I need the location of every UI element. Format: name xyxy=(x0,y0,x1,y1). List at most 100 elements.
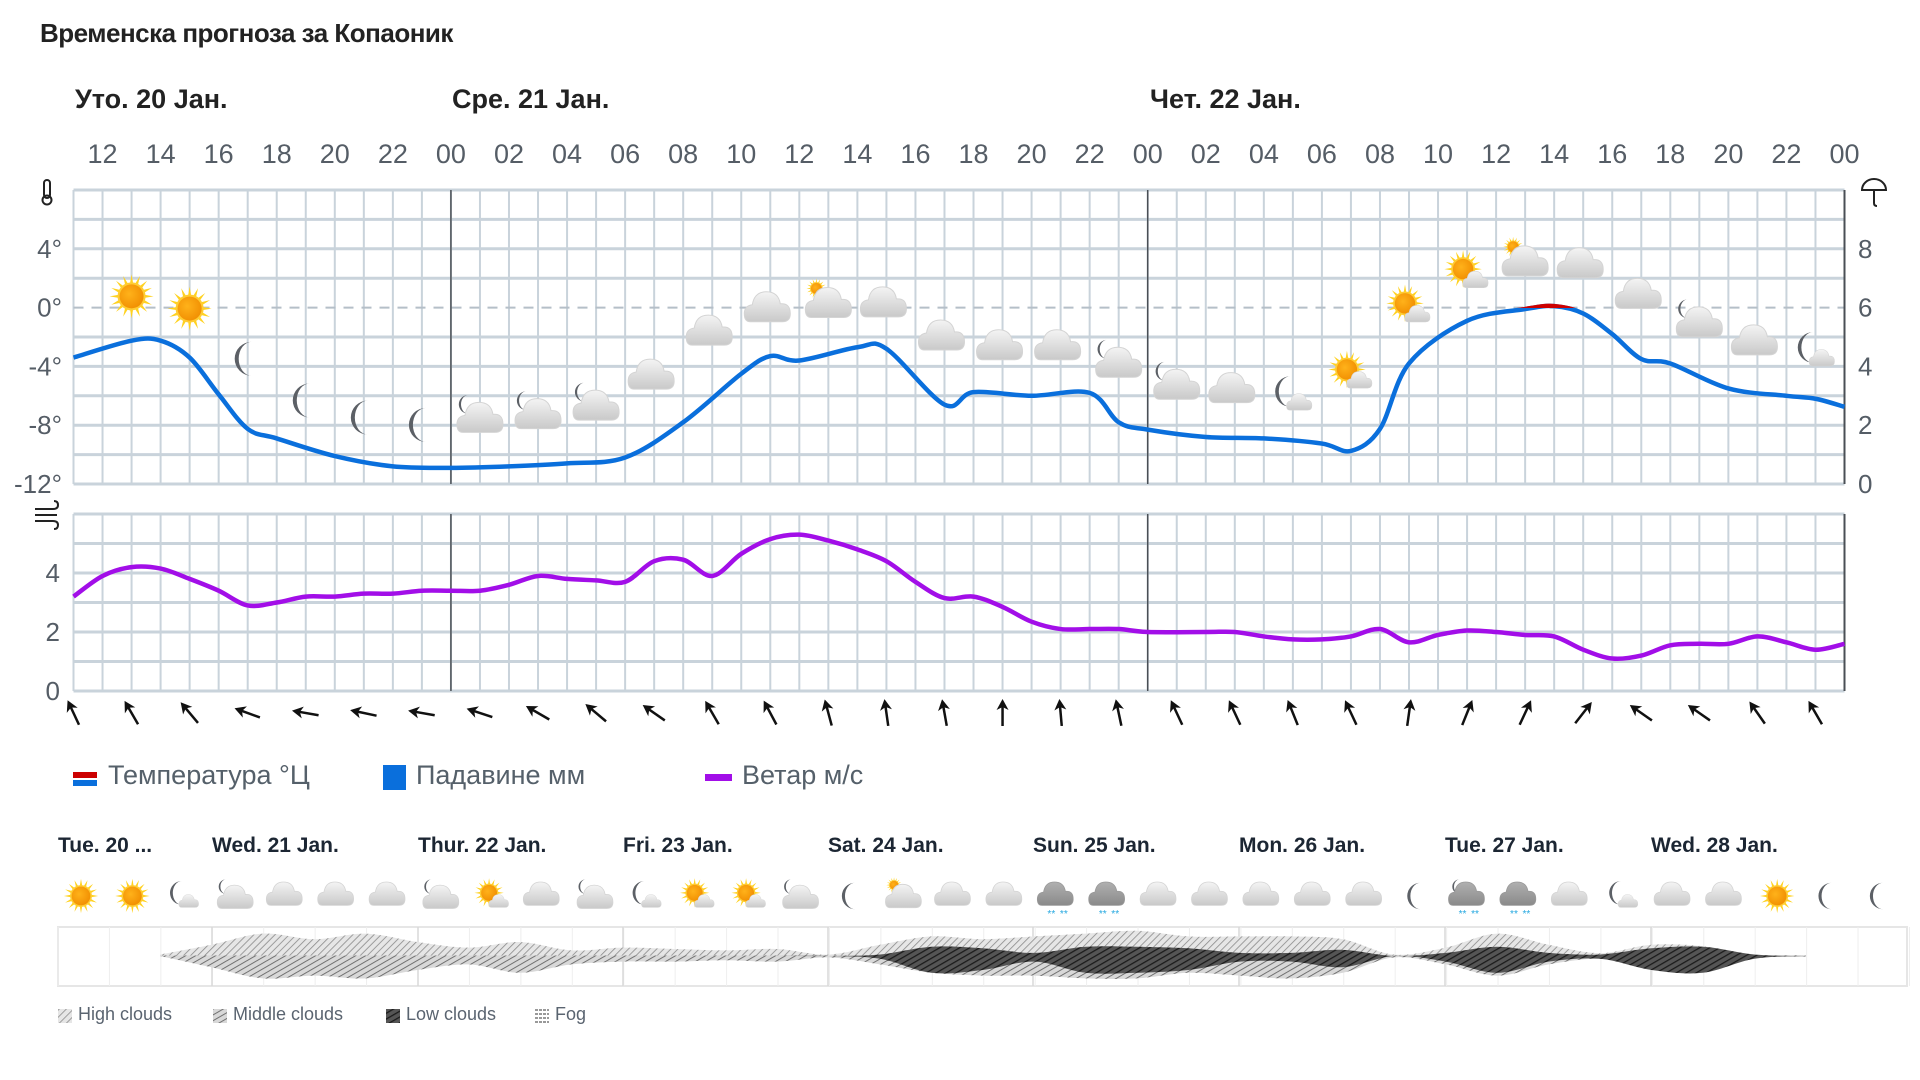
sun-ray xyxy=(1770,880,1775,888)
moon-icon xyxy=(408,407,426,442)
cloud-icon xyxy=(743,291,791,323)
page-title: Временска прогноза за Копаоник xyxy=(40,18,453,48)
cloud-night-icon xyxy=(1095,339,1143,378)
sun-ray xyxy=(1449,275,1457,283)
wind-arrow-shaft xyxy=(764,704,778,726)
sun-ray xyxy=(1449,255,1457,263)
wind-arrow-head xyxy=(525,706,539,717)
wind-icon xyxy=(35,500,60,530)
sun-icon xyxy=(167,286,212,331)
hour-tick-label: 18 xyxy=(1655,139,1685,169)
moon-icon xyxy=(516,391,527,411)
moon-icon xyxy=(1407,882,1421,910)
sun-ray xyxy=(689,879,693,886)
cloud-icon xyxy=(934,881,971,906)
wind-arrow xyxy=(1574,701,1592,725)
sun-ray xyxy=(89,898,97,903)
wind-arrow xyxy=(1054,699,1067,727)
wind-arrow xyxy=(466,706,493,719)
sun-ray xyxy=(475,887,482,891)
cloud-icon xyxy=(1208,372,1256,404)
sun-ray xyxy=(141,889,149,894)
sun-ray xyxy=(111,287,121,293)
cloud-icon xyxy=(1556,247,1604,279)
wind-arrow-shaft xyxy=(1461,704,1472,726)
cloud-icon xyxy=(743,291,791,323)
outlook-day-label: Wed. 28 Jan. xyxy=(1651,834,1778,857)
wind-arrow xyxy=(996,699,1009,726)
wind-arrow xyxy=(821,699,834,726)
precipitation-tick-label: 8 xyxy=(1858,234,1872,264)
sun-ray xyxy=(120,883,127,890)
cloud-icon xyxy=(1617,894,1639,908)
sun-ray xyxy=(748,879,752,886)
sun-ray xyxy=(898,882,902,884)
wind-arrow-head xyxy=(408,706,420,719)
wind-arrow-shaft xyxy=(1229,704,1242,726)
cloud-icon xyxy=(178,894,199,908)
cloud-icon xyxy=(1614,277,1662,309)
cloud-icon xyxy=(1730,324,1778,356)
sun-icon xyxy=(109,274,154,319)
thermometer-icon xyxy=(41,179,53,206)
moon-crescent xyxy=(424,879,432,894)
moon-crescent xyxy=(234,341,252,376)
sun-ray xyxy=(125,904,130,912)
sun-ray xyxy=(68,902,75,909)
temperature-above-zero-segment xyxy=(1516,303,1576,308)
cloud-icon xyxy=(1191,881,1228,906)
sun-ray xyxy=(474,891,481,894)
cloud-icon xyxy=(1088,881,1125,906)
sun-ray xyxy=(1775,878,1779,886)
sun-ray xyxy=(821,284,826,287)
hour-tick-label: 14 xyxy=(146,139,176,169)
legend-wind: Ветар м/с xyxy=(742,760,864,790)
wind-arrow-head xyxy=(1520,700,1532,713)
cloud-shape xyxy=(1293,881,1331,906)
sun-ray xyxy=(735,882,741,888)
sun-ray xyxy=(684,882,690,888)
wind-arrow xyxy=(525,706,550,721)
outlook-day-label: Sat. 24 Jan. xyxy=(828,834,944,857)
wind-arrow-head xyxy=(642,704,656,717)
moon-icon xyxy=(350,400,368,435)
snowflake-icon: ** xyxy=(1459,909,1467,920)
moon-icon xyxy=(408,407,426,442)
hour-tick-label: 06 xyxy=(1307,139,1337,169)
sun-ray xyxy=(174,293,182,301)
sun-ray xyxy=(89,889,97,894)
snowflake-icon: ** xyxy=(1099,909,1107,920)
cloud-icon xyxy=(1705,881,1742,906)
wind-arrow xyxy=(1749,701,1766,725)
wind-arrow-head xyxy=(1170,700,1181,713)
cloud-icon xyxy=(1293,881,1331,906)
cloud-shape xyxy=(745,894,766,908)
wind-arrow xyxy=(1286,700,1299,726)
legend-middle-swatch xyxy=(213,1009,227,1023)
sun-ray xyxy=(1411,290,1419,297)
cloud-shape xyxy=(576,884,614,909)
sun-ray xyxy=(188,286,192,296)
sun-ray xyxy=(144,294,154,298)
sun-ray xyxy=(896,879,900,883)
snowflake-icon: ** xyxy=(1111,909,1119,920)
sun-ray xyxy=(202,307,212,311)
sun-ray xyxy=(116,304,124,312)
sun-ray xyxy=(142,287,152,293)
cloud-shape xyxy=(1153,368,1201,400)
sun-core xyxy=(686,884,703,901)
cloud-shape xyxy=(1730,324,1778,356)
wind-arrow xyxy=(705,700,720,725)
wind-arrow-shaft xyxy=(354,709,377,717)
cloud-night-icon xyxy=(576,879,614,909)
cloud-icon xyxy=(1095,346,1143,378)
cloud-sun-icon xyxy=(1501,236,1549,277)
moon-crescent xyxy=(784,879,792,894)
cloud-band xyxy=(57,926,1910,1023)
legend-temperature-swatch xyxy=(73,772,97,778)
sun-ray xyxy=(888,887,892,891)
cloud-shape xyxy=(743,291,791,323)
hour-tick-label: 18 xyxy=(262,139,292,169)
precipitation-tick-label: 4 xyxy=(1858,351,1872,381)
wind-arrow-head xyxy=(180,702,193,715)
